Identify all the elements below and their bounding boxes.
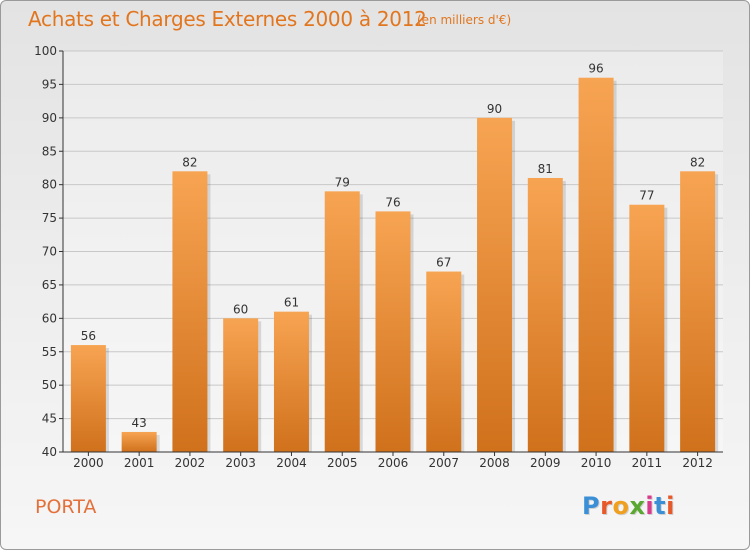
data-label: 96: [588, 62, 603, 76]
data-label: 90: [487, 102, 502, 116]
logo-letter: P: [582, 492, 601, 520]
bar: [629, 204, 665, 452]
y-tick-label: 85: [42, 144, 57, 158]
bar: [121, 431, 157, 452]
x-tick-label: 2002: [175, 456, 206, 470]
data-label: 82: [690, 155, 705, 169]
x-tick-label: 2011: [632, 456, 663, 470]
x-tick-label: 2007: [428, 456, 459, 470]
bar: [680, 171, 716, 453]
y-tick-label: 70: [42, 245, 57, 259]
x-tick-label: 2003: [225, 456, 256, 470]
data-label: 77: [639, 189, 654, 203]
x-tick-label: 2010: [581, 456, 612, 470]
y-tick-label: 50: [42, 378, 57, 392]
x-tick-label: 2000: [73, 456, 104, 470]
bar: [223, 318, 259, 452]
x-tick-label: 2008: [479, 456, 510, 470]
logo-letter: t: [654, 492, 667, 520]
logo-letter: o: [612, 492, 630, 520]
logo-letter: x: [629, 492, 646, 520]
bar: [527, 177, 563, 452]
y-tick-label: 40: [42, 445, 57, 459]
bar: [70, 345, 106, 452]
data-label: 56: [81, 329, 96, 343]
x-tick-label: 2001: [124, 456, 155, 470]
bar: [578, 77, 614, 452]
logo-letter: i: [666, 492, 675, 520]
bar: [273, 311, 309, 452]
x-tick-label: 2006: [378, 456, 409, 470]
y-tick-label: 65: [42, 278, 57, 292]
logo-letter: r: [600, 492, 613, 520]
bar: [172, 171, 208, 453]
data-label: 81: [538, 162, 553, 176]
bar: [375, 211, 411, 452]
bar: [477, 117, 513, 452]
data-label: 82: [182, 155, 197, 169]
logo-letter: i: [645, 492, 655, 520]
y-tick-label: 100: [34, 44, 57, 58]
bar: [324, 191, 360, 452]
x-tick-label: 2005: [327, 456, 358, 470]
y-tick-label: 95: [42, 77, 57, 91]
y-tick-label: 45: [42, 412, 57, 426]
x-tick-label: 2009: [530, 456, 561, 470]
data-label: 60: [233, 302, 248, 316]
y-tick-label: 80: [42, 178, 57, 192]
x-tick-label: 2004: [276, 456, 307, 470]
commune-name: PORTA: [35, 496, 97, 518]
chart-title: Achats et Charges Externes 2000 à 2012: [28, 7, 427, 31]
y-tick-label: 90: [42, 111, 57, 125]
y-tick-label: 75: [42, 211, 57, 225]
x-tick-label: 2012: [682, 456, 713, 470]
data-label: 76: [385, 195, 400, 209]
proxiti-logo[interactable]: Proxiti: [582, 492, 675, 520]
data-label: 79: [335, 175, 350, 189]
bar: [426, 271, 462, 452]
y-tick-label: 60: [42, 311, 57, 325]
y-tick-label: 55: [42, 345, 57, 359]
data-label: 43: [132, 416, 147, 430]
data-label: 61: [284, 296, 299, 310]
chart-subtitle: (en milliers d'€): [417, 13, 512, 27]
data-label: 67: [436, 256, 451, 270]
